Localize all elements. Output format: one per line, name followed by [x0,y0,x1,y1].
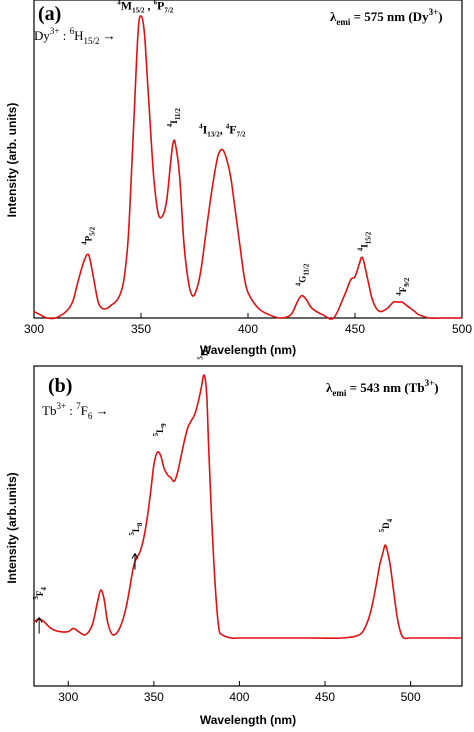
panel-b-transition-label: 5D4 [378,518,394,532]
panel-b-excitation-arrow [35,616,43,634]
panel-b-y-axis-label: Intensity (arb.units) [5,472,19,583]
panel-b-x-tick-label: 350 [144,690,164,704]
panel-a-transition-label: 4P5/2 [81,226,97,244]
panel-a: 300 350 400 450 500 (a) Dy3+ : 6H15/2 → λemi… [5,0,472,357]
panel-b-annotations: 5F4 5L8 5L9 5D3 5D4 [32,346,394,634]
panel-a-transition-text: 4M15/2 , 6P7/2 [117,0,174,15]
panel-a-transition-label: 4G11/2 [295,263,311,286]
panel-b-transition-label: 5D3 [196,346,212,360]
panel-b-transition-text: 5D4 [378,518,394,532]
panel-b-emission-note: λemi = 543 nm (Tb3+) [326,378,439,398]
panel-a-x-tick-label: 450 [345,322,365,336]
panel-a-transition-label: 4I11/2 [166,108,182,128]
panel-b-transition-label: 5L9 [152,423,168,437]
panel-a-x-ticks: 300 350 400 450 500 [24,313,472,336]
panel-a-y-axis-label: Intensity (arb. units) [5,103,19,218]
panel-b-x-tick-label: 500 [401,690,421,704]
panel-b-plot-frame [33,365,463,687]
panel-a-transition-text: 4I15/2 [357,231,373,251]
panel-b-x-ticks: 300 350 400 450 500 [58,681,421,704]
panel-b-x-tick-label: 450 [315,690,335,704]
panel-b-transition-label: 5L8 [128,522,144,536]
panel-a-x-tick-label: 300 [24,322,44,336]
panel-b-transition-text: 5F4 [32,587,48,600]
panel-a-x-tick-label: 500 [452,322,472,336]
panel-a-emission-note: λemi = 575 nm (Dy3+) [330,7,443,27]
panel-b-excitation-arrow [131,552,139,570]
panel-a-annotations: 4P5/2 4M15/2 , 6P7/2 4I11/2 4I13/2, 4F7/2 4G… [81,0,412,296]
panel-a-x-tick-label: 350 [131,322,151,336]
panel-a-transition-text: 4P5/2 [81,226,97,244]
panel-b-transition-label: 5F4 [32,587,48,600]
panel-a-transition-label: 4I15/2 [357,231,373,251]
panel-a-ground-state: Dy3+ : 6H15/2 → [34,26,116,46]
panel-b: 300 350 400 450 500 (b) Tb3+ : 7F6 → λemi = … [5,346,463,727]
panel-b-x-tick-label: 300 [58,690,78,704]
panel-a-plot-frame [33,0,463,319]
panel-a-x-axis-label: Wavelength (nm) [200,343,296,357]
panel-a-transition-text: 4F9/2 [395,277,411,295]
panel-b-ground-state: Tb3+ : 7F6 → [42,401,109,421]
panel-a-series-line [33,15,462,320]
panel-b-x-tick-label: 400 [229,690,249,704]
panel-a-transition-label: 4M15/2 , 6P7/2 [117,0,174,15]
panel-b-series-line [33,374,462,640]
panel-b-transition-text: 5L9 [152,423,168,437]
panel-b-transition-text: 5D3 [196,346,212,360]
panel-a-transition-text: 4I11/2 [166,108,182,128]
panel-a-x-tick-label: 400 [238,322,258,336]
panel-b-label: (b) [48,375,72,397]
panel-a-transition-text: 4G11/2 [295,263,311,286]
panel-a-transition-label: 4I13/2, 4F7/2 [199,123,246,139]
panel-a-label: (a) [38,3,61,25]
panel-b-x-axis-label: Wavelength (nm) [200,713,296,727]
panel-a-transition-label: 4F9/2 [395,277,411,295]
panel-b-transition-text: 5L8 [128,522,144,536]
panel-a-transition-text: 4I13/2, 4F7/2 [199,123,246,139]
